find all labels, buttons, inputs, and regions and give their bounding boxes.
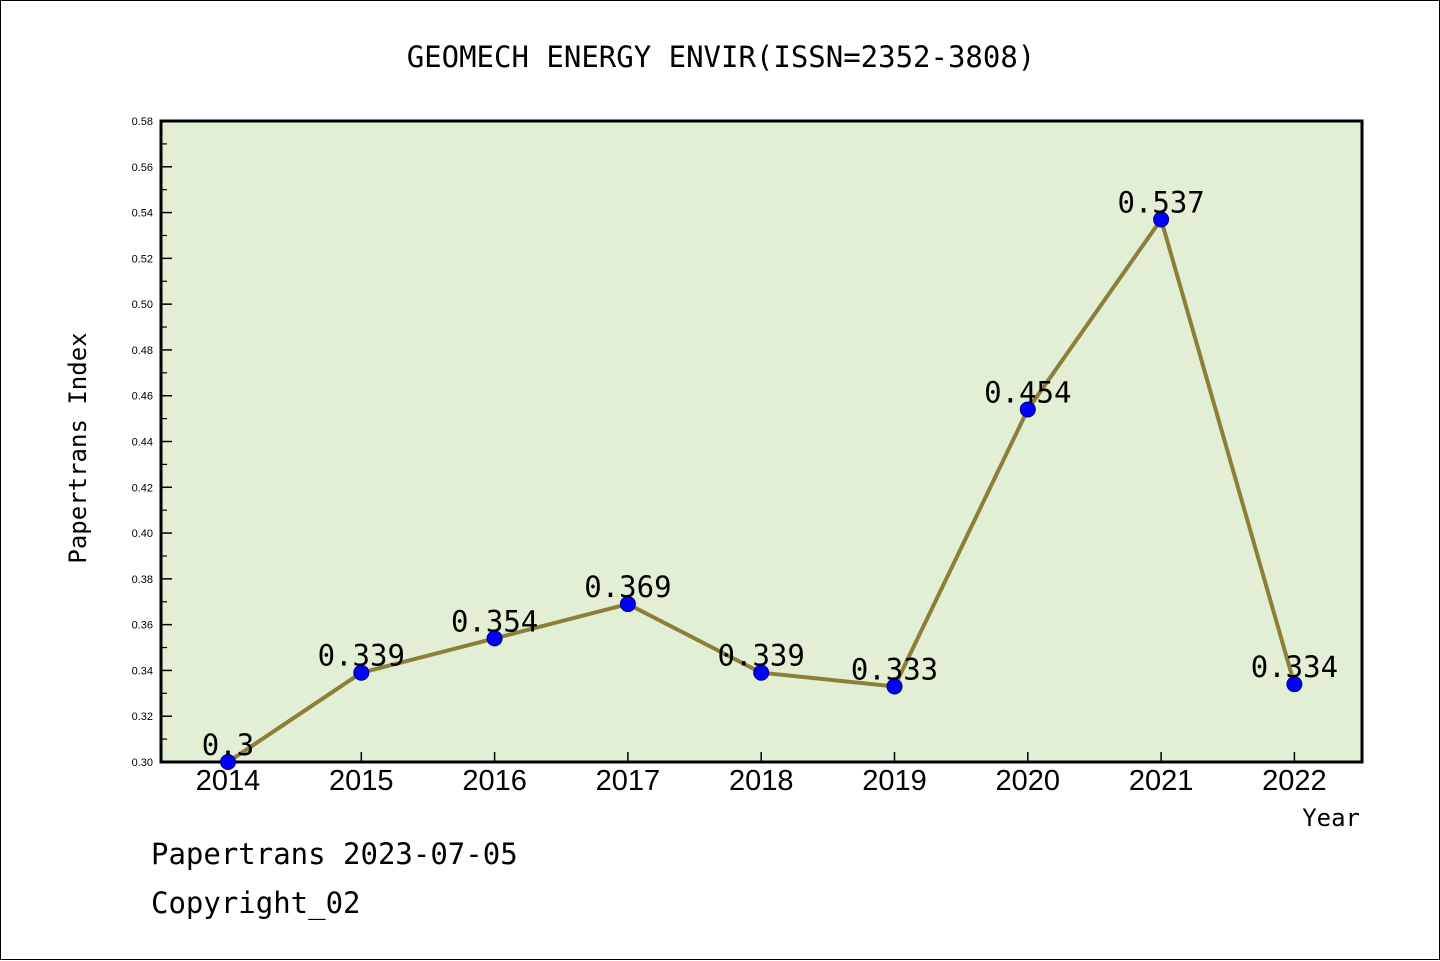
data-point [619,596,636,613]
chart-title: GEOMECH ENERGY ENVIR(ISSN=2352-3808) [407,40,1036,74]
y-tick-label: 0.52 [132,253,153,265]
y-tick-label: 0.48 [132,345,153,357]
y-tick-label: 0.30 [132,757,153,769]
y-tick-label: 0.56 [132,162,153,174]
x-tick-label: 2022 [1262,765,1327,797]
y-tick-label: 0.44 [132,437,153,449]
data-label: 0.537 [1117,185,1204,219]
data-label: 0.333 [851,652,938,686]
series-line-group: 0.3 0.339 0.354 0.369 0.339 0.333 0.454 0.537 0.… [202,185,1338,770]
footer-copyright-text: Copyright_02 [151,886,361,920]
y-tick-label: 0.42 [132,482,153,494]
y-axis-label: Papertrans Index [64,332,92,563]
y-tick-label: 0.50 [132,299,153,311]
data-point [1019,401,1036,418]
x-tick-label: 2020 [996,765,1061,797]
y-tick-label: 0.40 [132,528,153,540]
y-tick-label: 0.58 [132,116,153,128]
data-point [753,664,770,681]
data-label: 0.454 [984,375,1071,409]
y-tick-label: 0.34 [132,665,153,677]
data-label: 0.354 [451,604,538,638]
x-axis-label: Year [1302,804,1360,832]
footer-date-text: Papertrans 2023-07-05 [151,837,518,871]
y-tick-label: 0.46 [132,391,153,403]
y-tick-label: 0.38 [132,574,153,586]
x-tick-label: 2016 [462,765,527,797]
x-tick-label: 2015 [329,765,394,797]
x-tick-label: 2018 [729,765,794,797]
data-point [1286,676,1303,693]
data-point [886,678,903,695]
data-point [1153,211,1170,228]
x-tick-label: 2019 [862,765,927,797]
data-point [486,630,503,647]
data-label: 0.339 [718,639,805,673]
x-tick-label: 2014 [196,765,261,797]
data-label: 0.3 [202,728,254,762]
data-label: 0.334 [1251,650,1338,684]
data-label: 0.369 [584,570,671,604]
data-point [353,664,370,681]
x-tick-label: 2021 [1129,765,1194,797]
y-tick-label: 0.54 [132,208,153,220]
y-tick-label: 0.36 [132,620,153,632]
x-tick-label: 2017 [596,765,661,797]
x-axis: 2014 2015 2016 2017 2018 2019 2020 2021 2022 [196,752,1327,797]
y-axis: 0.30 0.32 0.34 0.36 0.38 0.40 0.42 0.44 0.46 0.48… [132,116,172,769]
y-tick-label: 0.32 [132,711,153,723]
data-label: 0.339 [318,639,405,673]
data-point [220,754,236,770]
